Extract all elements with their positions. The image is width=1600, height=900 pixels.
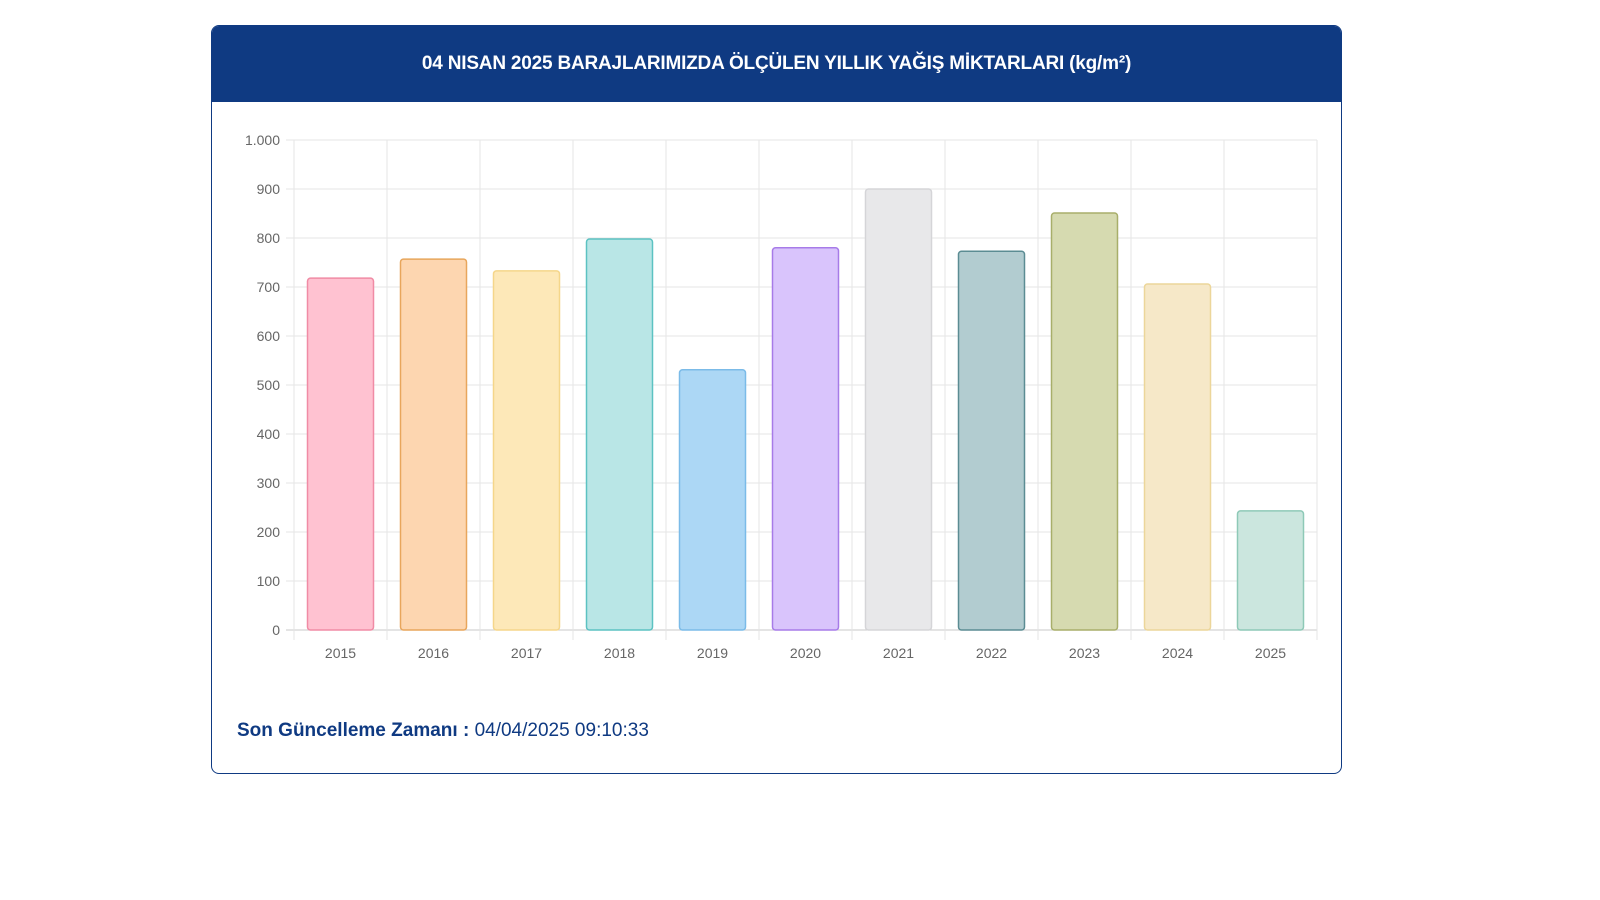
x-tick-label: 2020 <box>790 645 821 661</box>
y-tick-label: 800 <box>257 230 281 246</box>
x-tick-label: 2018 <box>604 645 635 661</box>
bar-2024 <box>1143 283 1212 631</box>
chart-card: 04 NISAN 2025 BARAJLARIMIZDA ÖLÇÜLEN YIL… <box>211 25 1342 774</box>
x-tick-label: 2016 <box>418 645 449 661</box>
y-tick-label: 200 <box>257 524 281 540</box>
x-tick-label: 2017 <box>511 645 542 661</box>
y-tick-label: 600 <box>257 328 281 344</box>
y-tick-label: 500 <box>257 377 281 393</box>
last-update: Son Güncelleme Zamanı : 04/04/2025 09:10… <box>237 720 649 742</box>
last-update-value: 04/04/2025 09:10:33 <box>474 720 649 741</box>
bar-2025 <box>1236 510 1305 631</box>
x-tick-label: 2024 <box>1162 645 1193 661</box>
bar-2019 <box>678 369 747 631</box>
last-update-label: Son Güncelleme Zamanı : <box>237 720 470 741</box>
x-tick-label: 2025 <box>1255 645 1286 661</box>
bar-2023 <box>1050 212 1119 631</box>
y-tick-label: 0 <box>272 622 280 638</box>
bar-2022 <box>957 250 1026 631</box>
y-tick-label: 1.000 <box>245 132 280 148</box>
y-tick-label: 400 <box>257 426 281 442</box>
bar-2017 <box>492 270 561 631</box>
y-tick-label: 700 <box>257 279 281 295</box>
bar-2020 <box>771 247 840 631</box>
x-tick-label: 2021 <box>883 645 914 661</box>
bar-2015 <box>306 277 375 631</box>
bar-2021 <box>864 188 933 631</box>
x-tick-label: 2019 <box>697 645 728 661</box>
x-tick-label: 2015 <box>325 645 356 661</box>
bar-2018 <box>585 238 654 631</box>
bar-2016 <box>399 258 468 631</box>
y-tick-label: 300 <box>257 475 281 491</box>
x-tick-label: 2023 <box>1069 645 1100 661</box>
x-tick-label: 2022 <box>976 645 1007 661</box>
chart-title: 04 NISAN 2025 BARAJLARIMIZDA ÖLÇÜLEN YIL… <box>212 26 1341 102</box>
y-tick-label: 100 <box>257 573 281 589</box>
y-tick-label: 900 <box>257 181 281 197</box>
